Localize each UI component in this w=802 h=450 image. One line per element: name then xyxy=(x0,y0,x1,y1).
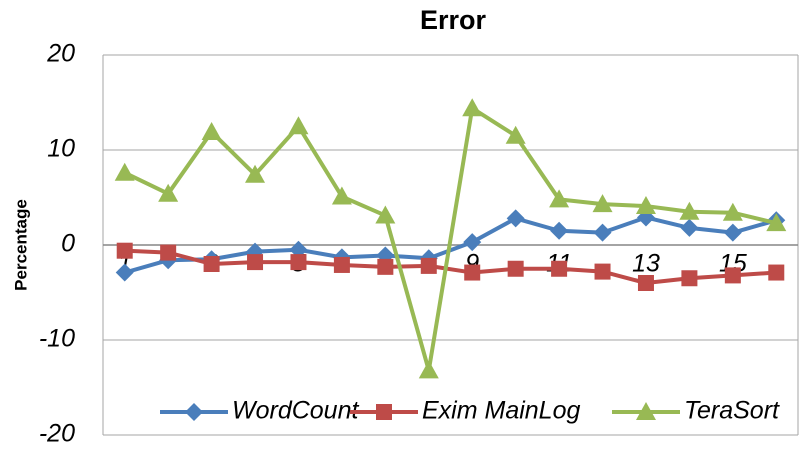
marker xyxy=(463,233,482,252)
legend-label: TeraSort xyxy=(684,397,780,425)
marker xyxy=(377,258,394,275)
y-tick-label: 10 xyxy=(47,135,75,163)
marker xyxy=(114,162,135,181)
series-line xyxy=(123,106,777,373)
marker xyxy=(376,404,392,420)
y-tick-label: -20 xyxy=(39,420,75,448)
marker xyxy=(333,256,350,273)
marker xyxy=(290,254,307,271)
marker xyxy=(376,246,395,265)
marker xyxy=(116,242,133,259)
marker xyxy=(637,275,654,291)
marker xyxy=(245,164,266,183)
marker xyxy=(203,256,220,272)
marker xyxy=(158,183,179,202)
y-tick-label: 0 xyxy=(61,230,75,258)
marker xyxy=(375,205,396,224)
y-tick-label: -10 xyxy=(39,325,75,353)
marker xyxy=(247,254,264,271)
marker xyxy=(505,125,526,144)
y-axis-label: Percentage xyxy=(11,199,30,291)
marker xyxy=(160,244,177,261)
marker xyxy=(680,218,699,237)
marker xyxy=(464,264,481,281)
marker xyxy=(288,116,309,135)
marker xyxy=(635,196,656,215)
marker xyxy=(681,270,698,287)
marker xyxy=(550,221,569,240)
marker xyxy=(201,121,222,140)
marker xyxy=(768,264,785,281)
marker xyxy=(594,263,611,280)
marker xyxy=(551,260,568,277)
y-tick-label: 20 xyxy=(46,40,75,68)
marker xyxy=(766,213,787,232)
series-line xyxy=(124,248,777,285)
marker xyxy=(636,402,656,420)
marker xyxy=(115,263,134,282)
marker xyxy=(418,360,439,379)
legend-label: WordCount xyxy=(232,397,359,425)
x-tick-label: 13 xyxy=(632,250,660,278)
marker xyxy=(506,209,525,228)
marker xyxy=(724,267,741,284)
chart-title: Error xyxy=(420,5,487,35)
marker xyxy=(722,202,743,221)
marker xyxy=(593,223,612,242)
marker xyxy=(185,403,203,421)
marker xyxy=(679,201,700,220)
marker xyxy=(592,194,613,213)
marker xyxy=(723,223,742,242)
marker xyxy=(420,257,437,274)
legend-label: Exim MainLog xyxy=(422,397,580,425)
marker xyxy=(331,186,352,205)
marker xyxy=(549,189,570,208)
marker xyxy=(462,98,483,117)
marker xyxy=(507,260,524,277)
